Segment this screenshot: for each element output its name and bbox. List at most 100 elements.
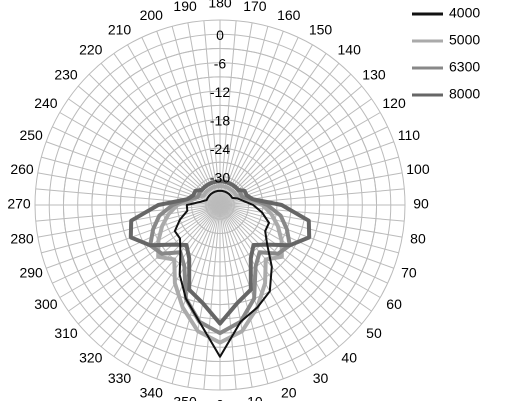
spoke [68, 204, 221, 312]
spoke [77, 85, 221, 206]
spoke [100, 204, 221, 348]
angle-label: 70 [401, 264, 417, 280]
angle-label: 160 [277, 7, 301, 23]
angle-label: 350 [173, 394, 197, 401]
angle-label: 100 [406, 161, 430, 177]
spoke [88, 73, 221, 206]
angle-label: 300 [34, 296, 58, 312]
angle-label: 340 [140, 385, 164, 401]
angle-label: 20 [281, 385, 297, 401]
r-tick-label: 0 [216, 27, 224, 43]
angle-label: 130 [362, 67, 386, 83]
spoke [219, 204, 253, 388]
angle-label: 320 [79, 350, 103, 366]
r-tick-label: -18 [210, 113, 230, 129]
spoke [219, 204, 299, 373]
angle-label: 80 [410, 231, 426, 247]
spoke [219, 204, 405, 222]
spoke [219, 22, 253, 206]
spoke [187, 22, 221, 206]
spoke [156, 30, 221, 206]
spoke [219, 204, 340, 348]
angle-label: 0 [216, 397, 224, 401]
angle-label: 110 [398, 127, 421, 143]
spoke [113, 204, 221, 357]
spoke [37, 204, 221, 238]
angle-label: 290 [19, 264, 43, 280]
spoke [219, 98, 372, 206]
spoke [219, 62, 340, 206]
angle-label: 230 [54, 67, 78, 83]
spoke [219, 204, 237, 390]
spoke [219, 53, 327, 206]
angle-label: 30 [313, 370, 329, 386]
angle-label: 50 [366, 325, 382, 341]
angle-label: 150 [309, 22, 333, 38]
angle-label: 90 [413, 196, 429, 212]
spoke [52, 204, 221, 284]
spoke [219, 204, 388, 284]
angle-label: 10 [247, 394, 263, 401]
legend-label: 8000 [449, 86, 480, 102]
angle-label: 180 [208, 0, 232, 11]
spoke [219, 20, 237, 206]
spoke [219, 37, 299, 206]
spoke [219, 204, 403, 238]
angle-label: 40 [341, 350, 357, 366]
spoke [219, 85, 363, 206]
angle-label: 120 [382, 95, 406, 111]
angle-label: 250 [19, 127, 43, 143]
angle-label: 310 [54, 325, 78, 341]
spoke [219, 73, 352, 206]
spoke [141, 37, 221, 206]
r-tick-label: -12 [210, 84, 230, 100]
series-line [156, 184, 284, 345]
spoke [113, 53, 221, 206]
angle-label: 330 [108, 370, 132, 386]
spoke [219, 204, 327, 357]
spoke [59, 204, 221, 298]
legend-label: 4000 [449, 5, 480, 21]
angle-label: 200 [140, 7, 164, 23]
spoke [68, 98, 221, 206]
angle-label: 210 [108, 22, 132, 38]
spoke [156, 204, 221, 380]
spoke [219, 126, 388, 206]
spoke [127, 44, 221, 206]
spoke [219, 112, 381, 206]
spoke [219, 204, 352, 337]
spoke [219, 204, 372, 312]
angle-label: 260 [10, 161, 34, 177]
angle-label: 190 [173, 0, 197, 14]
spoke [219, 30, 284, 206]
angle-label: 240 [34, 95, 58, 111]
spoke [219, 26, 269, 206]
r-tick-label: -30 [210, 169, 230, 185]
spoke [100, 62, 221, 206]
r-tick-label: -24 [210, 141, 230, 157]
spoke [77, 204, 221, 325]
spoke [171, 26, 221, 206]
spoke [187, 204, 221, 388]
angle-label: 270 [7, 196, 31, 212]
spoke [203, 20, 221, 206]
legend-label: 6300 [449, 59, 480, 75]
spoke [88, 204, 221, 337]
spoke [35, 204, 221, 222]
spoke [219, 204, 284, 380]
angle-label: 60 [386, 296, 402, 312]
spoke [141, 204, 221, 373]
angle-label: 280 [10, 231, 34, 247]
angle-label: 140 [338, 42, 362, 58]
spoke [219, 44, 313, 206]
legend-label: 5000 [449, 32, 480, 48]
r-tick-label: -6 [214, 56, 227, 72]
spoke [52, 126, 221, 206]
angle-label: 220 [79, 42, 103, 58]
spoke [219, 204, 381, 298]
series-line [173, 189, 273, 358]
spoke [219, 204, 363, 325]
series-line [128, 179, 312, 326]
spoke [203, 204, 221, 390]
